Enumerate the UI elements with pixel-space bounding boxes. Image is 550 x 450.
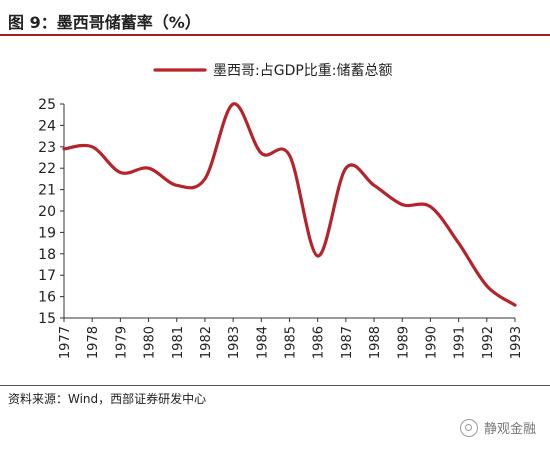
y-tick-label: 21 — [38, 183, 56, 199]
x-tick-label: 1982 — [199, 326, 214, 359]
x-tick-label: 1986 — [312, 326, 327, 359]
data-point — [457, 241, 460, 245]
data-point — [429, 205, 432, 208]
source-note: 资料来源：Wind，西部证券研发中心 — [8, 392, 207, 406]
data-point — [485, 284, 489, 288]
x-tick-label: 1989 — [396, 326, 411, 359]
x-tick-label: 1991 — [453, 326, 468, 359]
y-tick-label: 17 — [38, 268, 56, 284]
data-point — [231, 102, 235, 106]
data-point — [372, 184, 376, 187]
x-tick-label: 1981 — [171, 326, 186, 359]
y-axis: 15 16 17 18 19 20 21 22 23 24 25 — [38, 97, 65, 327]
x-tick-label: 1984 — [255, 326, 270, 359]
data-point — [62, 147, 66, 151]
y-tick-label: 16 — [38, 290, 56, 306]
x-tick-label: 1983 — [227, 326, 242, 359]
y-tick-label: 24 — [38, 118, 56, 134]
y-tick-label: 22 — [38, 161, 56, 177]
x-axis: 1977 1978 1979 1980 1981 1982 1983 1984 1985 1986… — [58, 317, 524, 359]
data-point — [175, 184, 178, 187]
data-point — [203, 177, 207, 181]
legend-label: 墨西哥:占GDP比重:储蓄总额 — [213, 63, 393, 79]
x-tick-label: 1992 — [481, 326, 496, 359]
y-tick-label: 15 — [38, 311, 56, 327]
y-tick-label: 25 — [38, 97, 56, 113]
x-tick-label: 1990 — [424, 326, 439, 359]
data-point — [147, 167, 150, 170]
data-point — [316, 254, 319, 258]
data-point — [344, 167, 348, 170]
y-tick-label: 20 — [38, 204, 56, 220]
x-tick-label: 1993 — [509, 326, 524, 359]
x-tick-label: 1978 — [86, 326, 101, 359]
series-line-savings-rate — [62, 102, 517, 307]
y-tick-label: 19 — [38, 225, 56, 241]
x-tick-label: 1977 — [58, 326, 73, 359]
x-tick-label: 1979 — [114, 326, 129, 359]
wechat-icon — [459, 418, 478, 437]
line-chart: 墨西哥:占GDP比重:储蓄总额 15 16 17 18 19 20 21 22 23 24 25 1… — [38, 63, 524, 359]
header-divider — [0, 34, 550, 36]
data-point — [401, 203, 404, 206]
data-point — [288, 154, 291, 157]
x-tick-label: 1987 — [340, 326, 355, 359]
legend: 墨西哥:占GDP比重:储蓄总额 — [153, 63, 393, 79]
data-point — [90, 145, 94, 148]
y-tick-label: 23 — [38, 140, 56, 156]
data-point — [260, 152, 263, 155]
x-tick-label: 1985 — [284, 326, 299, 359]
series-layer — [62, 102, 517, 307]
y-tick-label: 18 — [38, 247, 56, 263]
watermark: 静观金融 — [459, 418, 536, 437]
chart-title: 图 9：墨西哥储蓄率（%） — [8, 13, 201, 32]
x-tick-label: 1988 — [368, 326, 383, 359]
x-tick-label: 1980 — [143, 326, 158, 359]
footer-divider — [0, 385, 550, 386]
data-point — [119, 171, 122, 174]
data-point — [513, 303, 517, 307]
watermark-text: 静观金融 — [483, 422, 536, 437]
